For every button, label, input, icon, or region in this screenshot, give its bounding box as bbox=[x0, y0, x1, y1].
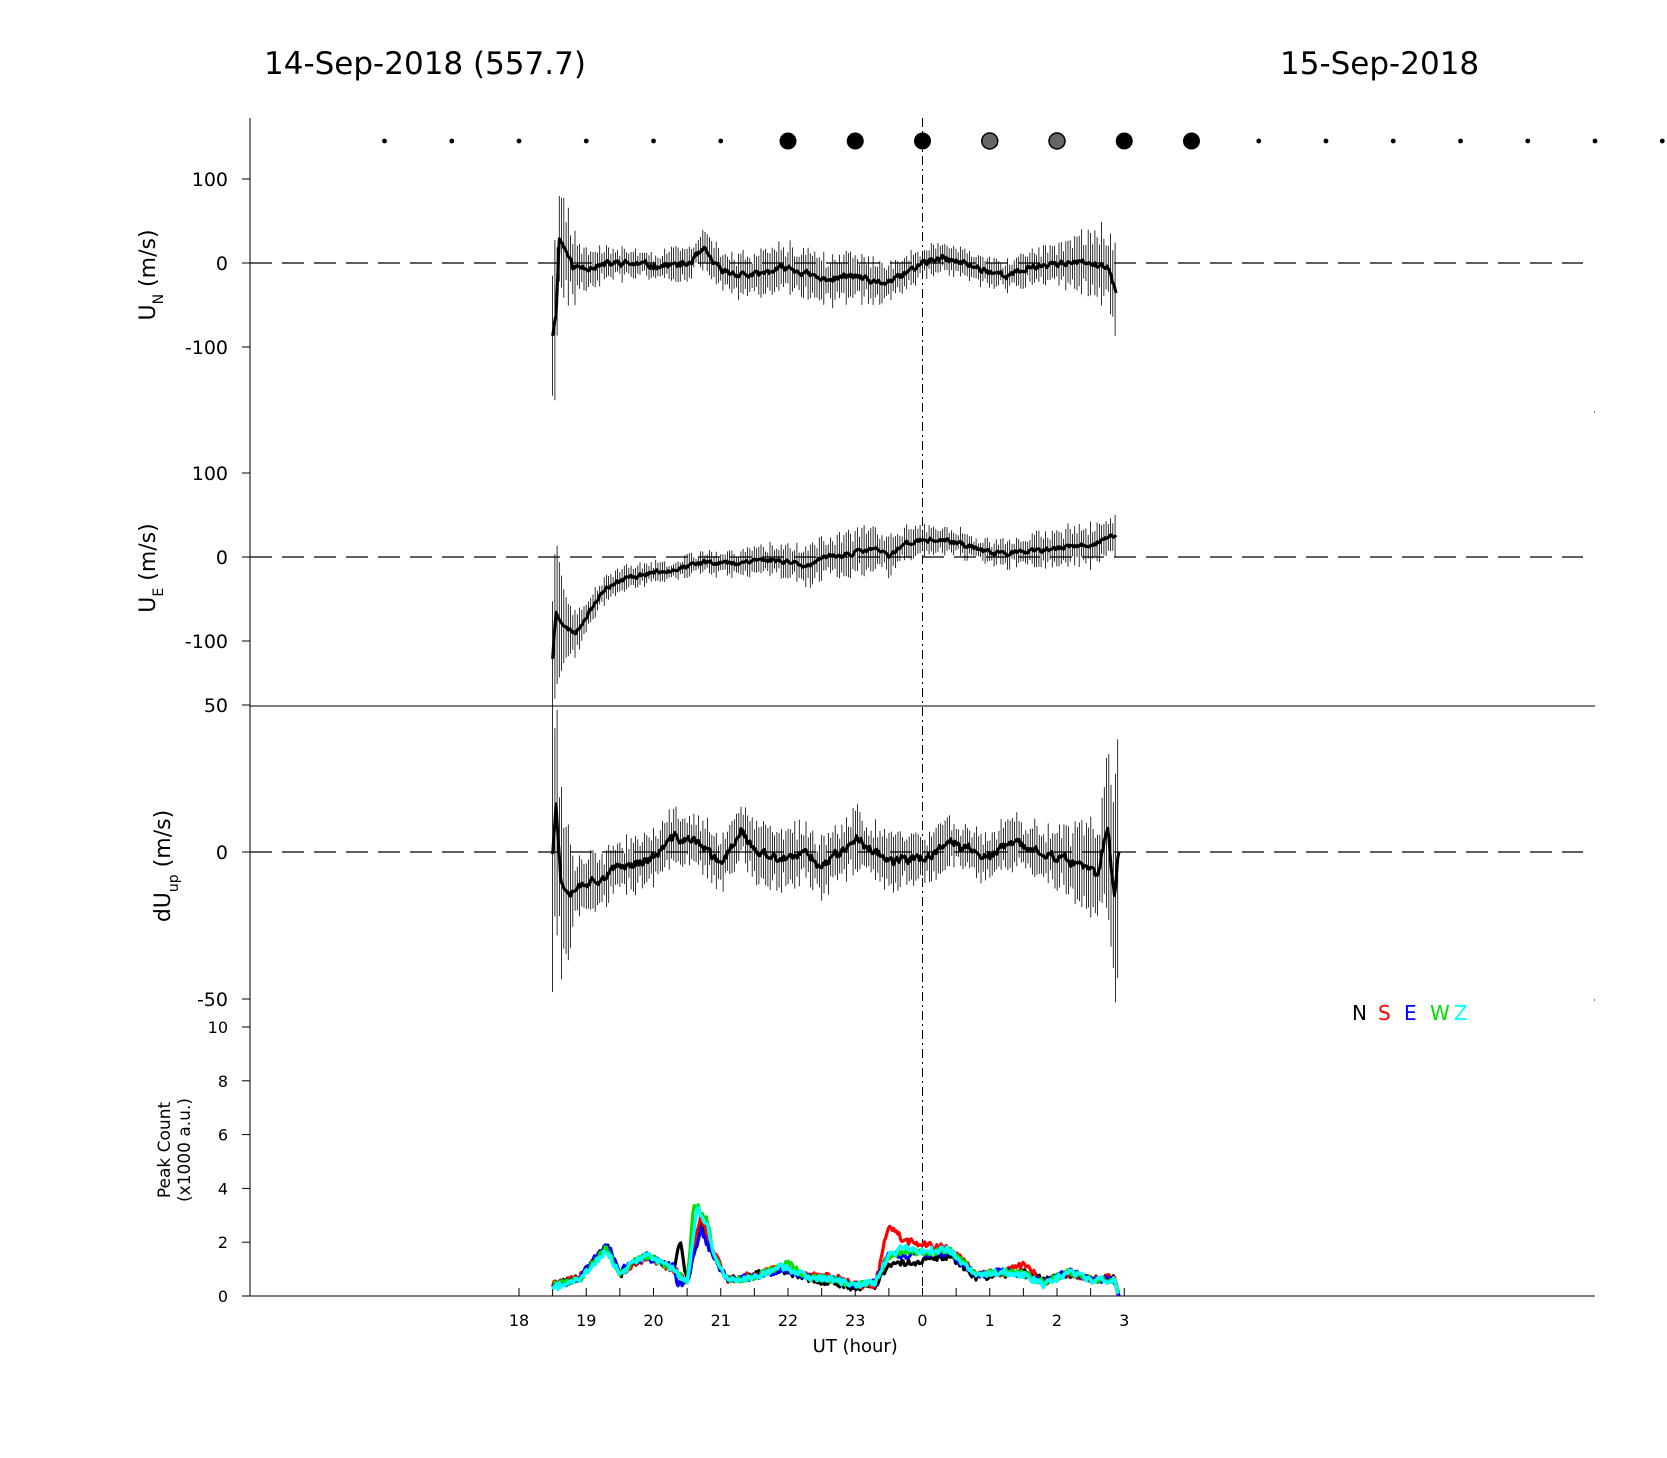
y-tick-label: 100 bbox=[192, 463, 228, 485]
x-tick-label: 1 bbox=[985, 1311, 995, 1330]
quality-marker-good bbox=[914, 132, 931, 150]
series-line-UE bbox=[551, 533, 1118, 659]
y-tick-label: 0 bbox=[216, 842, 228, 864]
quality-dot bbox=[718, 138, 724, 144]
y-tick-label: 2 bbox=[218, 1233, 228, 1252]
quality-marker-good bbox=[846, 132, 864, 150]
axes-layer bbox=[242, 118, 1595, 1297]
y-axis-label-UE: UE (m/s) bbox=[136, 523, 167, 612]
y-tick-label: -50 bbox=[197, 989, 228, 1011]
quality-dot bbox=[1659, 138, 1665, 144]
y-tick-label: -100 bbox=[185, 631, 228, 653]
x-tick-label: 2 bbox=[1052, 1311, 1062, 1330]
x-tick-label: 3 bbox=[1119, 1311, 1129, 1330]
quality-dot bbox=[651, 138, 656, 144]
x-axis-label: UT (hour) bbox=[813, 1336, 898, 1357]
x-tick-label: 20 bbox=[643, 1311, 663, 1330]
quality-dot bbox=[1458, 138, 1463, 144]
error-bars-UP bbox=[552, 710, 1119, 1003]
quality-dot bbox=[516, 138, 522, 144]
legend-entry-W: W bbox=[1430, 1001, 1450, 1025]
series-line-UP bbox=[551, 802, 1121, 898]
y-axis-label-UP: dUup (m/s) bbox=[151, 810, 182, 922]
y-tick-label: 10 bbox=[208, 1018, 228, 1037]
error-bars-UN bbox=[552, 196, 1116, 401]
quality-dot bbox=[1592, 138, 1598, 144]
quality-dot bbox=[449, 138, 455, 144]
quality-dot bbox=[583, 138, 589, 144]
legend-entry-S: S bbox=[1378, 1001, 1391, 1025]
y-axis-label-UN: UN (m/s) bbox=[136, 229, 167, 320]
y-tick-label: 8 bbox=[218, 1072, 228, 1091]
x-tick-label: 23 bbox=[845, 1311, 865, 1330]
marks-layer bbox=[382, 132, 1665, 1297]
x-tick-label: 0 bbox=[917, 1311, 927, 1330]
quality-marker-partial bbox=[1048, 132, 1066, 150]
legend-entry-Z: Z bbox=[1454, 1001, 1468, 1025]
y-tick-label: 6 bbox=[218, 1126, 228, 1145]
x-tick-label: 19 bbox=[576, 1311, 596, 1330]
quality-dot bbox=[382, 138, 387, 144]
quality-marker-good bbox=[1183, 132, 1200, 150]
series-line-UN bbox=[551, 237, 1118, 337]
y-tick-label: 50 bbox=[204, 695, 228, 717]
y-tick-label: 0 bbox=[216, 253, 228, 275]
quality-dot bbox=[1525, 138, 1531, 144]
y-tick-label: 0 bbox=[216, 547, 228, 569]
peak-series-Z bbox=[551, 1205, 1120, 1295]
peak-y-label-line1: Peak Count bbox=[155, 1102, 175, 1199]
quality-marker-good bbox=[779, 132, 797, 150]
left-date-title: 14-Sep-2018 (557.7) bbox=[264, 46, 586, 82]
x-tick-label: 21 bbox=[711, 1311, 731, 1330]
quality-dot bbox=[1323, 138, 1329, 144]
legend-entry-N: N bbox=[1352, 1001, 1367, 1025]
peak-y-label-line2: (x1000 a.u.) bbox=[175, 1098, 195, 1202]
right-date-title: 15-Sep-2018 bbox=[1280, 46, 1480, 82]
legend-entry-E: E bbox=[1404, 1001, 1417, 1025]
quality-marker-good bbox=[1115, 132, 1133, 150]
quality-dot bbox=[1256, 138, 1262, 144]
y-tick-label: 100 bbox=[192, 169, 228, 191]
quality-dot bbox=[1390, 138, 1396, 144]
quality-marker-partial bbox=[981, 132, 999, 150]
x-tick-label: 22 bbox=[778, 1311, 798, 1330]
y-tick-label: 4 bbox=[218, 1179, 228, 1198]
error-bars-UE bbox=[552, 515, 1116, 717]
y-tick-label: 0 bbox=[218, 1287, 228, 1306]
x-tick-label: 18 bbox=[509, 1311, 529, 1330]
y-tick-label: -100 bbox=[185, 337, 228, 359]
